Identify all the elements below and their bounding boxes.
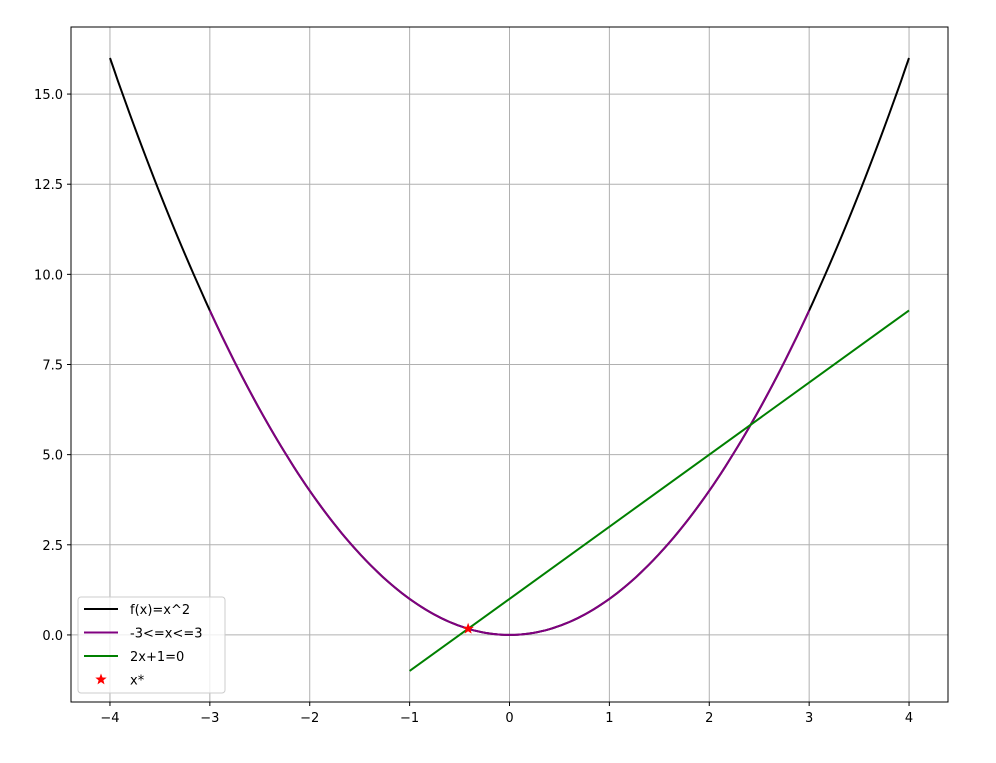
y-tick-label: 0.0 bbox=[42, 629, 63, 644]
legend-label: f(x)=x^2 bbox=[130, 603, 190, 618]
x-tick-label: −2 bbox=[300, 711, 319, 726]
x-tick-label: 1 bbox=[605, 711, 613, 726]
legend: f(x)=x^2 -3<=x<=3 2x+1=0 x* bbox=[77, 596, 226, 694]
legend-label: x* bbox=[130, 674, 145, 689]
x-tick-label: −1 bbox=[400, 711, 419, 726]
y-tick-label: 7.5 bbox=[42, 359, 63, 374]
x-tick-label: 3 bbox=[805, 711, 813, 726]
y-tick-label: 15.0 bbox=[34, 88, 63, 103]
series-2x-1-0-line bbox=[409, 309, 910, 672]
series--3-x-3-line bbox=[208, 309, 811, 636]
y-tick-label: 5.0 bbox=[42, 449, 63, 464]
x-tick-label: 2 bbox=[705, 711, 713, 726]
x-tick-label: 0 bbox=[505, 711, 513, 726]
grid bbox=[71, 27, 948, 702]
y-tick-label: 12.5 bbox=[34, 178, 63, 193]
legend-box bbox=[77, 596, 226, 694]
legend-label: -3<=x<=3 bbox=[130, 627, 203, 642]
y-tick-label: 10.0 bbox=[34, 268, 63, 283]
x-star-point bbox=[462, 622, 474, 634]
legend-star-icon bbox=[95, 673, 107, 685]
plot-marks bbox=[109, 57, 910, 672]
ticks: −4 −3 −2 −1 0 1 2 3 4 0.0 2.5 5.0 7.5 10.0 12.5 15.0 bbox=[34, 88, 913, 726]
x-tick-label: −4 bbox=[100, 711, 119, 726]
x-tick-label: −3 bbox=[200, 711, 219, 726]
y-tick-label: 2.5 bbox=[42, 539, 63, 554]
x-tick-label: 4 bbox=[905, 711, 913, 726]
legend-label: 2x+1=0 bbox=[130, 650, 184, 665]
